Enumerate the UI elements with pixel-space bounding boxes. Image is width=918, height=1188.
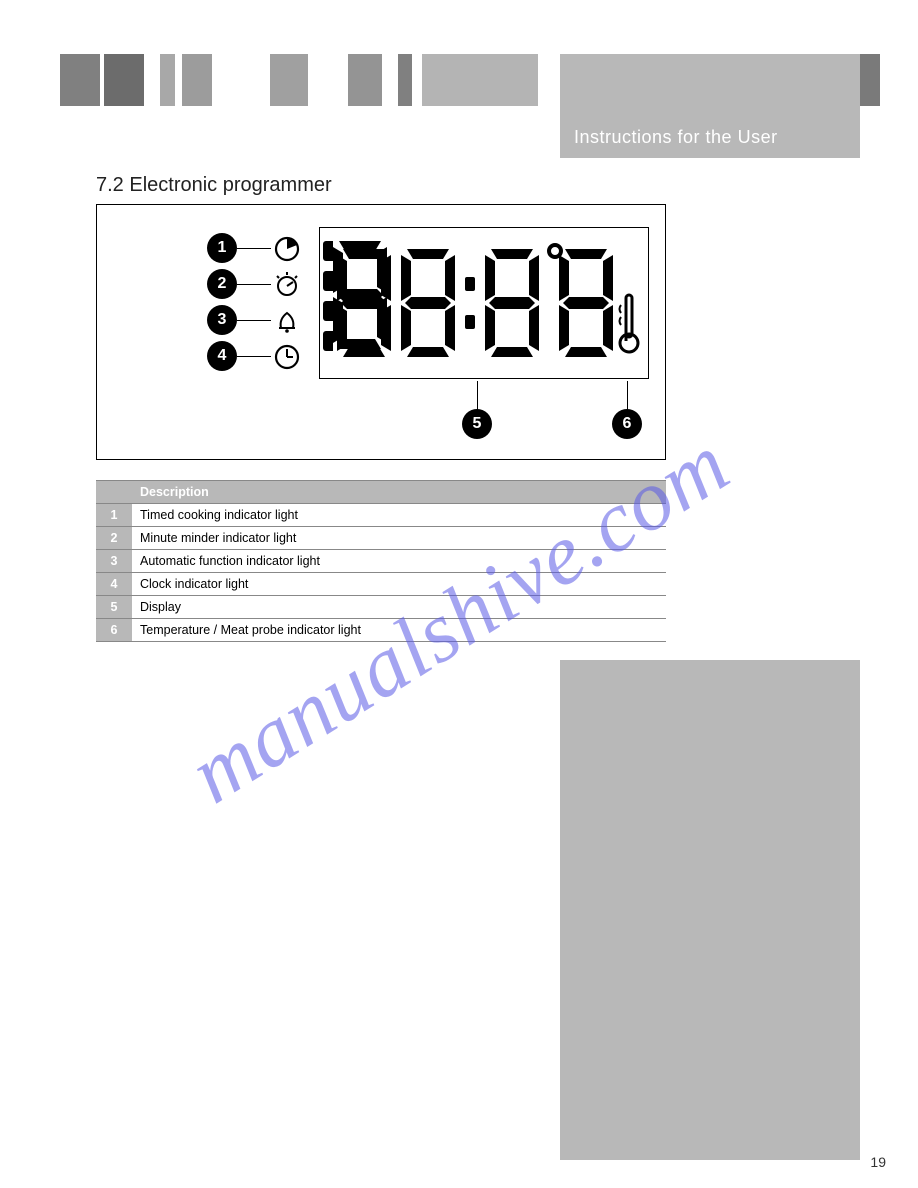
table-row-desc: Timed cooking indicator light [132, 504, 666, 527]
leader-line [237, 320, 271, 321]
leader-line [627, 381, 628, 411]
header-bar [348, 54, 382, 106]
side-column [560, 660, 860, 1160]
led-tab [323, 271, 333, 291]
table-row-desc: Clock indicator light [132, 573, 666, 596]
table-row-desc: Temperature / Meat probe indicator light [132, 619, 666, 642]
bell-icon [273, 307, 301, 335]
header-bar [182, 54, 212, 106]
leader-line [237, 356, 271, 357]
callout-bullet-6: 6 [612, 409, 642, 439]
header-bar [60, 54, 100, 106]
minute-minder-icon [273, 271, 301, 299]
legend-table: Description 1Timed cooking indicator lig… [96, 480, 666, 642]
callout-bullet-5: 5 [462, 409, 492, 439]
header-bar [104, 54, 144, 106]
table-row-num: 4 [96, 573, 132, 596]
table-row: 4Clock indicator light [96, 573, 666, 596]
clock-icon [273, 343, 301, 371]
timed-cooking-icon [273, 235, 301, 263]
table-header-row: Description [96, 481, 666, 504]
seven-segment-display [333, 241, 643, 365]
header-bar [160, 54, 175, 106]
header-bar [398, 54, 412, 106]
header-bar [422, 54, 538, 106]
header-tab-label: Instructions for the User [574, 127, 778, 148]
led-tab [323, 331, 333, 351]
header-tab: Instructions for the User [560, 54, 860, 158]
table-row-desc: Minute minder indicator light [132, 527, 666, 550]
table-header-cell [96, 481, 132, 504]
programmer-diagram: 1 2 3 4 [96, 204, 666, 460]
callout-bullet-2: 2 [207, 269, 237, 299]
page-number: 19 [870, 1154, 886, 1170]
table-row-desc: Display [132, 596, 666, 619]
table-row: 3Automatic function indicator light [96, 550, 666, 573]
header-bar [860, 54, 880, 106]
callout-bullet-3: 3 [207, 305, 237, 335]
section-title: 7.2 Electronic programmer [96, 174, 332, 197]
table-row-num: 5 [96, 596, 132, 619]
table-row: 6Temperature / Meat probe indicator ligh… [96, 619, 666, 642]
table-row-num: 2 [96, 527, 132, 550]
leader-line [237, 284, 271, 285]
leader-line [237, 248, 271, 249]
table-row: 2Minute minder indicator light [96, 527, 666, 550]
callout-bullet-4: 4 [207, 341, 237, 371]
table-row: 5Display [96, 596, 666, 619]
table-row-num: 6 [96, 619, 132, 642]
led-tab [323, 241, 333, 261]
leader-line [477, 381, 478, 411]
table-row: 1Timed cooking indicator light [96, 504, 666, 527]
table-row-num: 3 [96, 550, 132, 573]
header-bar [270, 54, 308, 106]
led-tab [323, 301, 333, 321]
table-row-num: 1 [96, 504, 132, 527]
callout-bullet-1: 1 [207, 233, 237, 263]
page: Instructions for the User 7.2 Electronic… [0, 0, 918, 1188]
table-header-cell: Description [132, 481, 666, 504]
table-row-desc: Automatic function indicator light [132, 550, 666, 573]
